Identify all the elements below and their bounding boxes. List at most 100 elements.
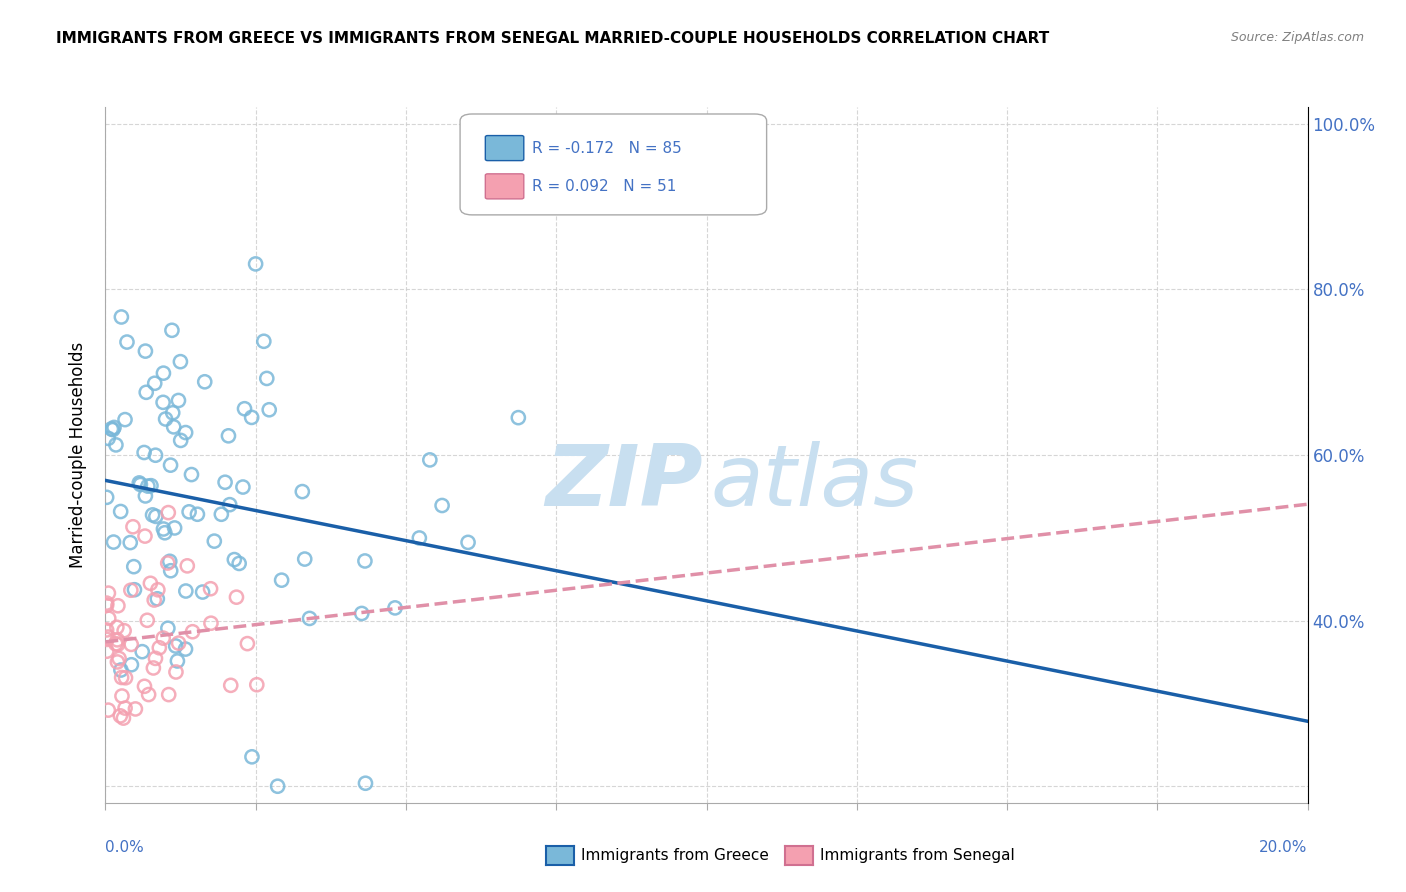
Text: 0.0%: 0.0%: [105, 840, 145, 855]
Point: [132, 445, 155, 459]
Point: [111, 689, 134, 703]
Point: [240, 749, 263, 764]
Point: [136, 613, 159, 627]
Point: [110, 504, 132, 518]
Point: [174, 584, 197, 599]
Point: [101, 423, 124, 437]
Point: [419, 453, 441, 467]
Point: [191, 585, 214, 599]
Text: atlas: atlas: [710, 442, 918, 524]
Point: [163, 420, 186, 434]
Point: [266, 779, 288, 793]
Point: [157, 688, 180, 702]
Text: Source: ZipAtlas.com: Source: ZipAtlas.com: [1230, 31, 1364, 45]
Point: [134, 489, 156, 503]
Point: [174, 425, 197, 440]
Point: [163, 521, 186, 535]
Point: [350, 607, 373, 621]
Point: [167, 636, 190, 650]
Point: [152, 522, 174, 536]
Point: [114, 412, 136, 426]
Point: [232, 480, 254, 494]
Point: [291, 484, 314, 499]
Point: [233, 401, 256, 416]
Point: [112, 711, 135, 725]
Point: [384, 600, 406, 615]
Point: [194, 375, 217, 389]
Point: [219, 678, 242, 692]
Text: Immigrants from Greece: Immigrants from Greece: [581, 848, 769, 863]
Text: 20.0%: 20.0%: [1260, 840, 1308, 855]
Point: [128, 475, 150, 490]
Point: [159, 564, 181, 578]
Point: [114, 671, 136, 685]
Point: [245, 257, 267, 271]
Point: [202, 534, 225, 549]
Point: [96, 596, 118, 610]
Point: [143, 593, 166, 607]
Point: [165, 665, 187, 679]
Point: [105, 620, 128, 634]
Point: [139, 478, 162, 492]
Point: [200, 616, 222, 631]
FancyBboxPatch shape: [460, 114, 766, 215]
Point: [148, 640, 170, 655]
Point: [270, 573, 292, 587]
Point: [240, 410, 263, 425]
Point: [145, 651, 167, 665]
Point: [122, 520, 145, 534]
Point: [217, 429, 239, 443]
Point: [111, 671, 134, 685]
Point: [104, 438, 127, 452]
Point: [298, 611, 321, 625]
Point: [97, 586, 120, 600]
Point: [103, 535, 125, 549]
Point: [107, 637, 129, 651]
Point: [159, 458, 181, 472]
Point: [96, 644, 118, 658]
Point: [156, 621, 179, 635]
FancyBboxPatch shape: [485, 136, 524, 161]
Point: [139, 576, 162, 591]
Point: [174, 642, 197, 657]
Point: [176, 558, 198, 573]
Y-axis label: Married-couple Households: Married-couple Households: [69, 342, 87, 568]
Point: [153, 525, 176, 540]
Point: [134, 679, 156, 693]
Point: [134, 529, 156, 543]
Point: [156, 556, 179, 570]
Point: [97, 431, 120, 445]
Point: [209, 508, 232, 522]
Point: [143, 376, 166, 391]
Point: [96, 599, 118, 613]
Text: IMMIGRANTS FROM GREECE VS IMMIGRANTS FROM SENEGAL MARRIED-COUPLE HOUSEHOLDS CORR: IMMIGRANTS FROM GREECE VS IMMIGRANTS FRO…: [56, 31, 1049, 46]
FancyBboxPatch shape: [485, 174, 524, 199]
Point: [122, 559, 145, 574]
Point: [96, 632, 118, 647]
Point: [354, 776, 377, 790]
Point: [129, 477, 152, 491]
Point: [408, 531, 430, 545]
Point: [294, 552, 316, 566]
Point: [152, 366, 174, 380]
Point: [169, 354, 191, 368]
Point: [142, 661, 165, 675]
Point: [157, 506, 180, 520]
Point: [136, 479, 159, 493]
Point: [120, 657, 142, 672]
Text: ZIP: ZIP: [546, 442, 703, 524]
Point: [110, 663, 132, 677]
Point: [170, 434, 193, 448]
Point: [112, 624, 135, 638]
Point: [138, 688, 160, 702]
Point: [110, 709, 132, 723]
Point: [145, 448, 167, 462]
Point: [120, 637, 142, 651]
Point: [214, 475, 236, 490]
Point: [253, 334, 276, 349]
Point: [105, 632, 128, 647]
Point: [246, 678, 269, 692]
Point: [152, 631, 174, 645]
Point: [186, 508, 208, 522]
Point: [257, 402, 280, 417]
